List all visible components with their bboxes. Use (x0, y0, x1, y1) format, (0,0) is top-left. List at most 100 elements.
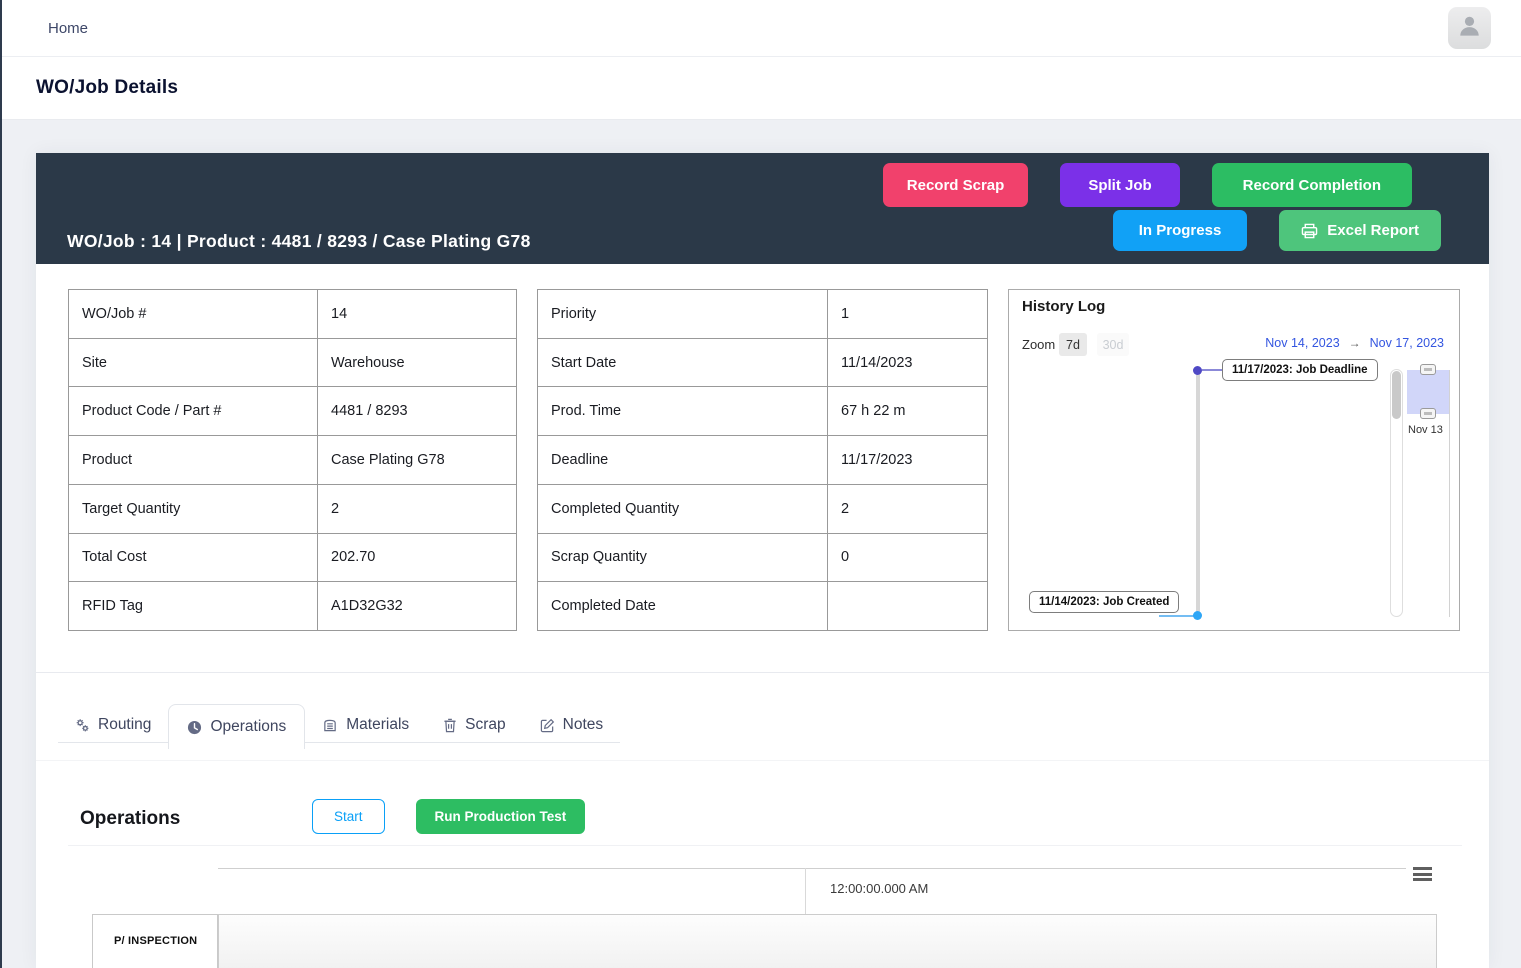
details-table-left: WO/Job #14 Site Warehouse Product Code / … (68, 289, 517, 631)
detail-label: WO/Job # (68, 289, 318, 339)
tab-routing[interactable]: Routing (58, 708, 168, 742)
job-card-header: Record Scrap Split Job Record Completion… (36, 153, 1489, 264)
table-row: Start Date 11/14/2023 (537, 337, 988, 388)
detail-label: Total Cost (68, 532, 318, 583)
zoom-7d-button[interactable]: 7d (1059, 333, 1087, 356)
gantt-axis-tick-label: 12:00:00.000 AM (830, 881, 929, 896)
tab-panel-divider (36, 760, 1489, 761)
table-row: Target Quantity 2 (68, 483, 517, 534)
gantt-row-label: P/ INSPECTION (114, 935, 198, 947)
details-section: WO/Job #14 Site Warehouse Product Code / … (68, 289, 1460, 631)
status-buttons-row: In Progress Excel Report (1112, 210, 1441, 251)
detail-label: Completed Quantity (537, 483, 828, 534)
table-row: Completed Date (537, 581, 988, 631)
detail-label: Product (68, 435, 318, 485)
detail-label: RFID Tag (68, 581, 318, 631)
topbar: Home (0, 0, 1521, 57)
section-divider (36, 672, 1489, 673)
table-row: WO/Job #14 (68, 289, 517, 339)
detail-value: 14 (317, 289, 517, 339)
detail-value: Case Plating G78 (317, 435, 517, 485)
detail-label: Prod. Time (537, 386, 828, 437)
excel-report-button[interactable]: Excel Report (1279, 210, 1441, 251)
action-buttons-row: Record Scrap Split Job Record Completion (882, 163, 1412, 207)
timeline-point-created (1193, 611, 1202, 620)
tab-label: Materials (346, 716, 410, 733)
hamburger-icon[interactable] (1413, 867, 1433, 884)
details-table-right: Priority 1 Start Date 11/14/2023 Prod. Tim… (537, 289, 988, 631)
person-icon (1456, 12, 1483, 44)
gantt-row-label-cell: P/ INSPECTION (92, 914, 218, 968)
page-header: WO/Job Details (0, 57, 1521, 120)
timeline-event-deadline: 11/17/2023: Job Deadline (1222, 359, 1378, 381)
operations-gantt-chart: 12:00:00.000 AM P/ INSPECTION (36, 854, 1489, 968)
detail-label: Scrap Quantity (537, 532, 828, 583)
detail-value: 67 h 22 m (827, 386, 988, 437)
detail-label: Product Code / Part # (68, 386, 318, 437)
tab-operations[interactable]: Operations (168, 704, 306, 749)
tab-materials[interactable]: Materials (305, 708, 426, 742)
table-row: Completed Quantity 2 (537, 483, 988, 534)
detail-value: 1 (827, 289, 988, 339)
run-production-test-button[interactable]: Run Production Test (415, 799, 586, 834)
timeline-point-deadline (1193, 366, 1202, 375)
detail-label: Site (68, 337, 318, 388)
navigator-handle-bottom[interactable] (1420, 408, 1436, 419)
table-row: Total Cost 202.70 (68, 532, 517, 583)
job-card-body: WO/Job #14 Site Warehouse Product Code / … (36, 264, 1489, 968)
record-completion-button[interactable]: Record Completion (1211, 163, 1412, 207)
timeline-connector-deadline (1202, 369, 1222, 371)
detail-label: Start Date (537, 337, 828, 388)
status-badge[interactable]: In Progress (1112, 210, 1248, 251)
excel-report-label: Excel Report (1327, 222, 1419, 239)
record-scrap-button[interactable]: Record Scrap (882, 163, 1029, 207)
detail-label: Completed Date (537, 581, 828, 631)
tab-scrap[interactable]: Scrap (426, 708, 523, 742)
detail-value: 11/17/2023 (827, 435, 988, 485)
table-row: Deadline 11/17/2023 (537, 435, 988, 485)
timeline-event-created: 11/14/2023: Job Created (1029, 591, 1180, 613)
clock-icon (187, 720, 202, 735)
page-title: WO/Job Details (36, 77, 179, 98)
navigator-axis-line (1449, 370, 1450, 617)
detail-label: Priority (537, 289, 828, 339)
range-end-input[interactable]: Nov 17, 2023 (1369, 336, 1444, 350)
detail-value: A1D32G32 (317, 581, 517, 631)
history-scrollbar-thumb[interactable] (1392, 371, 1401, 419)
detail-value: 11/14/2023 (827, 337, 988, 388)
zoom-30d-button[interactable]: 30d (1097, 333, 1129, 356)
table-row: RFID Tag A1D32G32 (68, 581, 517, 631)
history-scrollbar-track (1390, 369, 1403, 617)
tab-label: Operations (210, 718, 287, 735)
split-job-button[interactable]: Split Job (1060, 163, 1180, 207)
detail-value: 2 (317, 483, 517, 534)
breadcrumb[interactable]: Home (48, 19, 89, 37)
job-header-title: WO/Job : 14 | Product : 4481 / 8293 / Ca… (67, 231, 531, 251)
gantt-axis-tick (805, 868, 806, 914)
range-start-input[interactable]: Nov 14, 2023 (1265, 336, 1340, 350)
gantt-plot-area (218, 914, 1437, 968)
operations-actions: Start Run Production Test (312, 799, 586, 834)
tab-notes[interactable]: Notes (523, 708, 621, 742)
trash-icon (443, 718, 457, 733)
zoom-label: Zoom (1022, 337, 1056, 352)
detail-value: 2 (827, 483, 988, 534)
navigator-selection[interactable] (1407, 370, 1449, 414)
detail-value: 0 (827, 532, 988, 583)
table-row: Site Warehouse (68, 337, 517, 388)
navigator-handle-top[interactable] (1420, 364, 1436, 375)
table-row: Product Case Plating G78 (68, 435, 517, 485)
range-arrow: → (1348, 336, 1361, 350)
detail-value: Warehouse (317, 337, 517, 388)
tab-label: Scrap (465, 716, 506, 733)
detail-value: 202.70 (317, 532, 517, 583)
user-avatar[interactable] (1448, 7, 1491, 49)
start-button[interactable]: Start (312, 799, 385, 834)
tab-label: Routing (98, 716, 152, 733)
job-card: Record Scrap Split Job Record Completion… (36, 153, 1489, 968)
cabinet-icon (322, 718, 338, 733)
detail-tabs: Routing Operations Materials (58, 704, 621, 749)
gantt-axis-line (218, 868, 1406, 869)
history-log-panel: History Log Zoom 7d 30d Nov 14, 2023 → N… (1008, 289, 1460, 631)
sidebar-edge (0, 0, 2, 968)
